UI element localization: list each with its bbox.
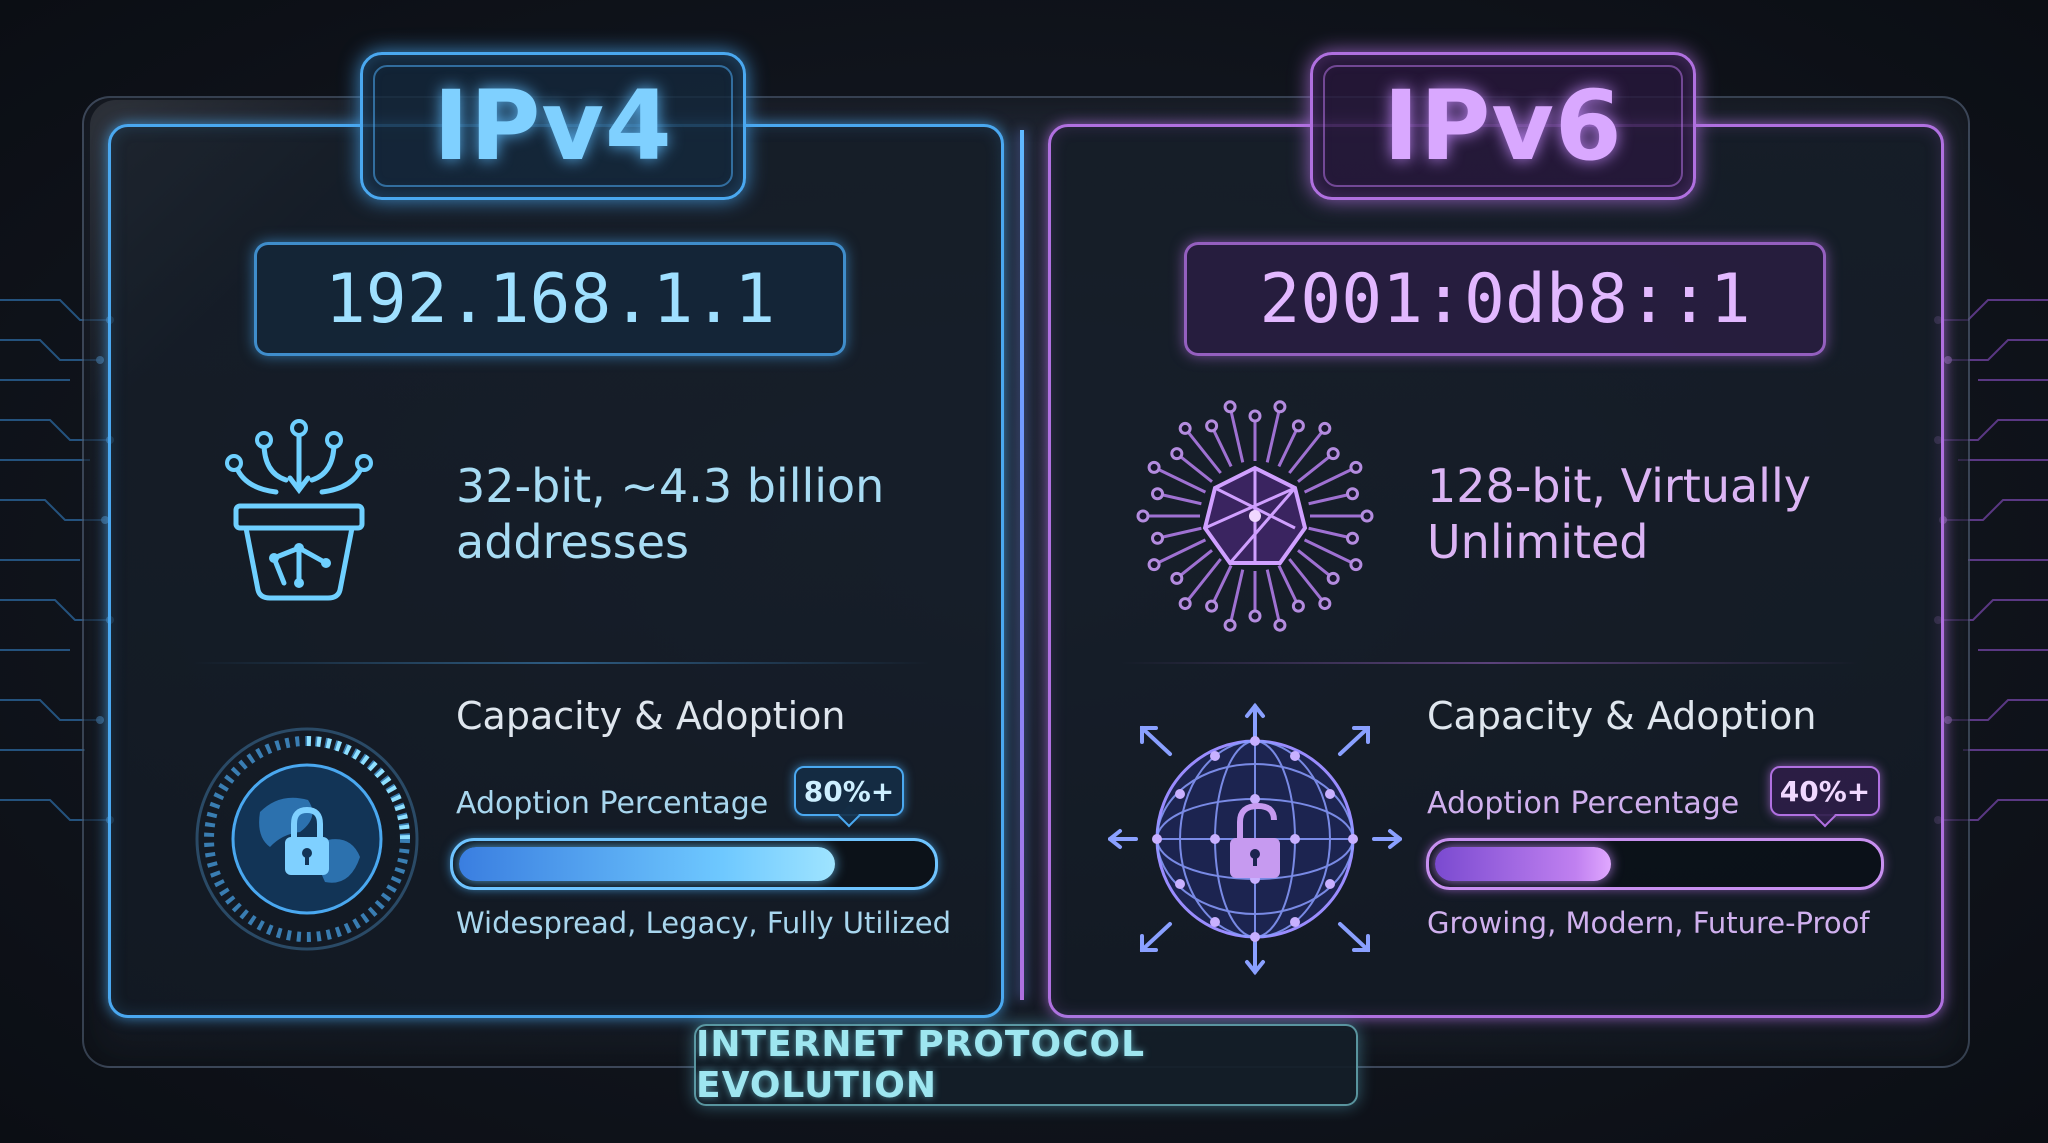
ipv6-adoption-bar-fill [1435, 847, 1611, 881]
globe-lock-icon [195, 727, 419, 951]
footer-banner: INTERNET PROTOCOL EVOLUTION [694, 1024, 1358, 1106]
ipv6-address-box: 2001:0db8::1 [1184, 242, 1826, 356]
ipv6-adoption-badge: 40%+ [1770, 766, 1880, 828]
ipv4-title: IPv4 [360, 52, 746, 200]
ipv4-capacity-heading: Capacity & Adoption [456, 694, 846, 738]
starburst-network-icon [1136, 400, 1374, 632]
ipv6-status: Growing, Modern, Future-Proof [1427, 906, 1870, 940]
ipv4-status: Widespread, Legacy, Fully Utilized [456, 906, 952, 940]
center-divider [1020, 130, 1024, 1000]
ipv4-capacity: 32-bit, ~4.3 billion addresses [456, 459, 885, 569]
ipv4-address-box: 192.168.1.1 [254, 242, 846, 356]
ipv6-adoption-badge-text: 40%+ [1779, 774, 1871, 808]
network-basket-icon [225, 419, 373, 601]
ipv4-adoption-badge: 80%+ [794, 766, 904, 828]
ipv6-capacity-heading: Capacity & Adoption [1427, 694, 1817, 738]
footer-label: INTERNET PROTOCOL EVOLUTION [696, 1024, 1146, 1106]
ipv4-adoption-bar-fill [459, 847, 835, 881]
ipv4-address: 192.168.1.1 [324, 259, 776, 339]
ipv4-adoption-badge-text: 80%+ [803, 774, 895, 808]
ipv6-separator [1120, 662, 1860, 664]
ipv6-address: 2001:0db8::1 [1259, 259, 1751, 339]
ipv6-adoption-label: Adoption Percentage [1427, 786, 1740, 821]
ipv6-title: IPv6 [1310, 52, 1696, 200]
mesh-sphere-unlock-icon [1108, 702, 1402, 976]
ipv4-adoption-label: Adoption Percentage [456, 786, 769, 821]
ipv6-adoption-bar [1426, 838, 1884, 890]
ipv4-title-text: IPv4 [433, 70, 673, 182]
ipv6-title-text: IPv6 [1383, 70, 1623, 182]
ipv6-capacity: 128-bit, Virtually Unlimited [1427, 459, 1811, 569]
ipv4-adoption-bar [450, 838, 938, 890]
ipv4-separator [190, 662, 930, 664]
